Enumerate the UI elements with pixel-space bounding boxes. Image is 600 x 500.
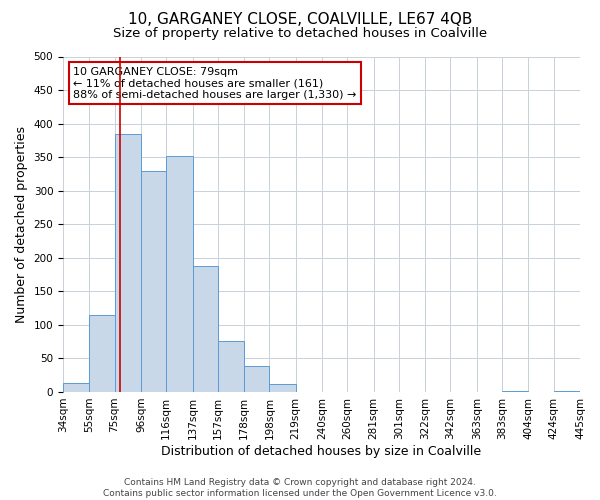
- Text: Contains HM Land Registry data © Crown copyright and database right 2024.
Contai: Contains HM Land Registry data © Crown c…: [103, 478, 497, 498]
- Bar: [269, 384, 296, 392]
- X-axis label: Distribution of detached houses by size in Coalville: Distribution of detached houses by size …: [161, 444, 482, 458]
- Bar: [166, 156, 193, 392]
- Bar: [63, 383, 89, 392]
- Bar: [244, 366, 269, 392]
- Text: 10, GARGANEY CLOSE, COALVILLE, LE67 4QB: 10, GARGANEY CLOSE, COALVILLE, LE67 4QB: [128, 12, 472, 28]
- Bar: [115, 134, 141, 392]
- Bar: [141, 170, 166, 392]
- Text: 10 GARGANEY CLOSE: 79sqm
← 11% of detached houses are smaller (161)
88% of semi-: 10 GARGANEY CLOSE: 79sqm ← 11% of detach…: [73, 66, 357, 100]
- Bar: [218, 341, 244, 392]
- Bar: [193, 266, 218, 392]
- Y-axis label: Number of detached properties: Number of detached properties: [15, 126, 28, 322]
- Text: Size of property relative to detached houses in Coalville: Size of property relative to detached ho…: [113, 28, 487, 40]
- Bar: [89, 315, 115, 392]
